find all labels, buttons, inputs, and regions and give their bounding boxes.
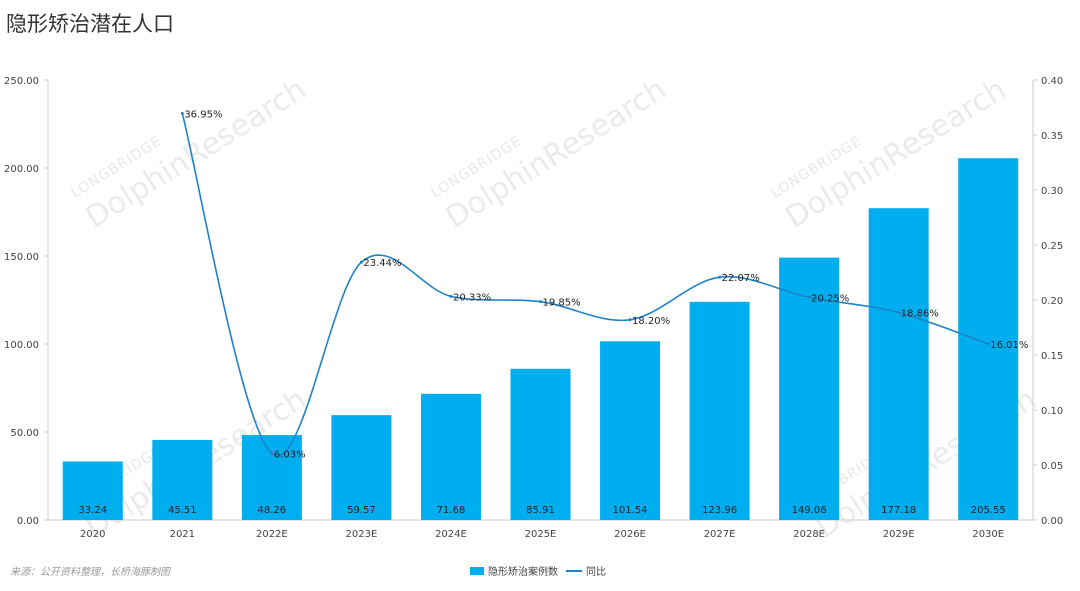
yoy-value-label: 19.85% <box>543 298 581 309</box>
x-tick-label: 2030E <box>972 529 1004 540</box>
bar-labels: 33.24 45.51 48.26 59.57 71.68 85.91 101.54 123.… <box>78 505 1005 516</box>
yoy-value-label: 20.25% <box>811 293 849 304</box>
bar-value-label: 33.24 <box>78 505 107 516</box>
right-tick-label: 0.40 <box>1041 76 1063 87</box>
bar <box>331 415 392 520</box>
bar <box>689 301 750 520</box>
x-tick-label: 2028E <box>793 529 825 540</box>
source-note: 来源：公开资料整理，长桥海豚制图 <box>10 567 170 578</box>
right-tick-label: 0.30 <box>1041 186 1063 197</box>
legend-label-line: 同比 <box>586 567 606 578</box>
x-tick-label: 2024E <box>435 529 467 540</box>
yoy-point <box>628 318 632 322</box>
bar <box>510 368 571 520</box>
line-labels: 36.95% 6.03% 23.44% 20.33% 19.85% 18.20% 22.07… <box>180 110 1028 461</box>
left-tick-label: 200.00 <box>4 164 39 175</box>
yoy-point <box>539 300 542 304</box>
legend-swatch-bar <box>470 566 484 575</box>
bar <box>241 435 302 520</box>
yoy-point <box>986 342 990 346</box>
legend-item-bar: 隐形矫治案例数 <box>470 563 558 578</box>
right-tick-label: 0.25 <box>1041 241 1063 252</box>
yoy-point <box>180 112 184 116</box>
yoy-value-label: 6.03% <box>274 450 306 461</box>
right-tick-label: 0.00 <box>1041 516 1063 527</box>
x-tick-label: 2029E <box>883 529 915 540</box>
right-tick-label: 0.05 <box>1041 461 1063 472</box>
yoy-point <box>897 311 901 315</box>
x-tick-label: 2026E <box>614 529 646 540</box>
yoy-point <box>359 260 363 264</box>
bar-series <box>62 158 1019 520</box>
bar-value-label: 59.57 <box>347 505 376 516</box>
x-tick-label: 2020 <box>80 529 105 540</box>
chart-title: 隐形矫治潜在人口 <box>6 12 174 36</box>
left-tick-label: 50.00 <box>10 428 39 439</box>
right-tick-label: 0.10 <box>1041 406 1063 417</box>
yoy-point <box>807 295 811 299</box>
bar-value-label: 71.68 <box>437 505 466 516</box>
bar-value-label: 123.96 <box>702 505 737 516</box>
left-tick-label: 100.00 <box>4 340 39 351</box>
yoy-point <box>718 275 722 279</box>
bar <box>152 439 213 520</box>
yoy-value-label: 18.86% <box>901 309 939 320</box>
right-tick-label: 0.20 <box>1041 296 1063 307</box>
yoy-value-label: 18.20% <box>632 316 670 327</box>
yoy-point <box>270 452 274 456</box>
bar-value-label: 149.06 <box>792 505 827 516</box>
yoy-value-label: 36.95% <box>184 110 222 121</box>
right-axis-labels: 0.00 0.05 0.10 0.15 0.20 0.25 0.30 0.35 0.40 <box>1033 76 1063 527</box>
x-tick-label: 2023E <box>346 529 378 540</box>
yoy-value-label: 22.07% <box>722 273 760 284</box>
legend: 隐形矫治案例数 同比 <box>470 563 606 578</box>
yoy-value-label: 23.44% <box>363 258 401 269</box>
left-tick-label: 0.00 <box>17 516 39 527</box>
bar <box>420 393 481 520</box>
x-tick-label: 2021 <box>170 529 195 540</box>
bar-value-label: 45.51 <box>168 505 197 516</box>
left-tick-label: 250.00 <box>4 76 39 87</box>
yoy-point <box>449 294 453 298</box>
bar <box>958 158 1019 520</box>
bar-value-label: 48.26 <box>258 505 287 516</box>
bar <box>868 208 929 520</box>
x-tick-label: 2022E <box>256 529 288 540</box>
watermark-line2: DolphinResearch <box>440 72 673 236</box>
yoy-value-label: 16.01% <box>990 340 1028 351</box>
legend-item-line: 同比 <box>566 563 606 578</box>
x-tick-label: 2025E <box>525 529 557 540</box>
legend-label-bar: 隐形矫治案例数 <box>488 567 558 578</box>
legend-swatch-line <box>566 569 582 572</box>
yoy-value-label: 20.33% <box>453 292 491 303</box>
left-tick-label: 150.00 <box>4 252 39 263</box>
bar <box>600 341 661 520</box>
bar-value-label: 101.54 <box>613 505 648 516</box>
x-axis-labels: 2020 2021 2022E 2023E 2024E 2025E 2026E 2027E 20… <box>80 529 1004 540</box>
bar-value-label: 177.18 <box>881 505 916 516</box>
bar <box>62 461 123 520</box>
bar-value-label: 85.91 <box>526 505 555 516</box>
watermark-line2: DolphinResearch <box>80 72 313 236</box>
right-tick-label: 0.15 <box>1041 351 1063 362</box>
right-tick-label: 0.35 <box>1041 131 1063 142</box>
x-tick-label: 2027E <box>704 529 736 540</box>
bar-value-label: 205.55 <box>971 505 1006 516</box>
left-axis-labels: 0.00 50.00 100.00 150.00 200.00 250.00 <box>4 76 48 527</box>
